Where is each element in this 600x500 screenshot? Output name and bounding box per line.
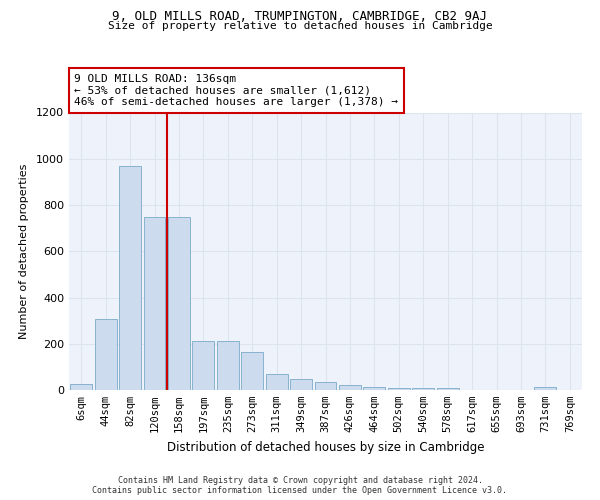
Y-axis label: Number of detached properties: Number of detached properties	[19, 164, 29, 339]
Bar	[70, 384, 92, 390]
Bar	[314, 382, 337, 390]
Bar	[168, 217, 190, 390]
Bar	[95, 320, 116, 390]
Bar	[119, 166, 141, 390]
Bar	[412, 388, 434, 390]
Bar	[193, 342, 214, 390]
Bar	[241, 352, 263, 390]
Bar	[339, 386, 361, 390]
Text: 9 OLD MILLS ROAD: 136sqm
← 53% of detached houses are smaller (1,612)
46% of sem: 9 OLD MILLS ROAD: 136sqm ← 53% of detach…	[74, 74, 398, 107]
Text: 9, OLD MILLS ROAD, TRUMPINGTON, CAMBRIDGE, CB2 9AJ: 9, OLD MILLS ROAD, TRUMPINGTON, CAMBRIDG…	[113, 10, 487, 23]
Bar	[364, 386, 385, 390]
Bar	[437, 388, 458, 390]
Bar	[217, 342, 239, 390]
Text: Size of property relative to detached houses in Cambridge: Size of property relative to detached ho…	[107, 21, 493, 31]
Bar	[290, 379, 312, 390]
Bar	[143, 217, 166, 390]
X-axis label: Distribution of detached houses by size in Cambridge: Distribution of detached houses by size …	[167, 440, 484, 454]
Bar	[388, 388, 410, 390]
Bar	[266, 374, 287, 390]
Text: Contains HM Land Registry data © Crown copyright and database right 2024.: Contains HM Land Registry data © Crown c…	[118, 476, 482, 485]
Text: Contains public sector information licensed under the Open Government Licence v3: Contains public sector information licen…	[92, 486, 508, 495]
Bar	[535, 387, 556, 390]
